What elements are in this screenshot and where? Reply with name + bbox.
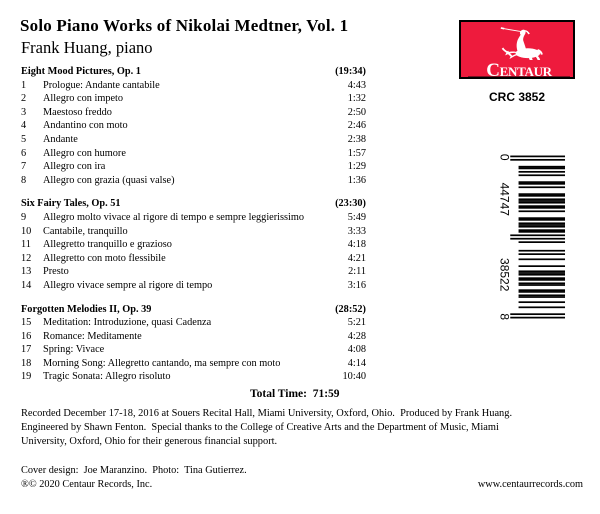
svg-text:38522: 38522	[497, 258, 511, 291]
svg-text:8: 8	[497, 313, 511, 320]
svg-text:0: 0	[497, 153, 511, 160]
svg-text:44747: 44747	[497, 182, 511, 215]
